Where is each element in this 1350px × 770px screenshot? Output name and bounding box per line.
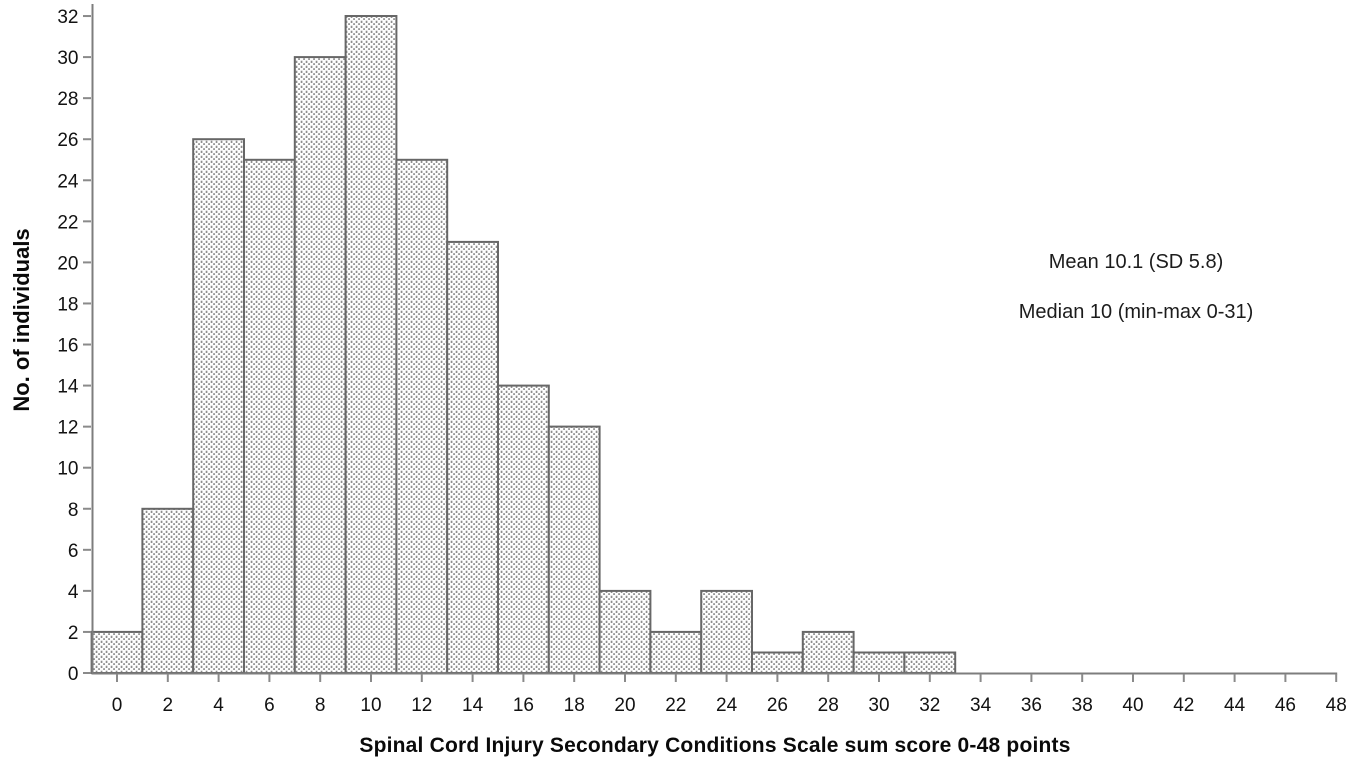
x-tick-label: 28 <box>818 695 839 716</box>
histogram-bar-22 <box>649 630 703 675</box>
histogram-bar-6 <box>243 158 296 675</box>
x-tick-label: 22 <box>665 695 686 716</box>
histogram-bar-14 <box>446 240 500 674</box>
x-tick-label: 6 <box>264 695 275 716</box>
x-tick-label: 30 <box>868 695 889 716</box>
y-tick-label: 28 <box>57 89 78 110</box>
x-tick-label: 38 <box>1072 695 1093 716</box>
x-tick-label: 0 <box>112 695 123 716</box>
y-axis-title: No. of individuals <box>9 228 34 412</box>
histogram-bar-30 <box>852 651 906 674</box>
y-tick-label: 26 <box>57 130 78 151</box>
x-tick-label: 44 <box>1224 695 1246 716</box>
x-tick-label: 26 <box>767 695 788 716</box>
histogram-bar-8 <box>293 56 347 675</box>
y-tick-label: 4 <box>68 582 79 603</box>
x-tick-label: 16 <box>513 695 534 716</box>
x-tick-label: 2 <box>163 695 174 716</box>
x-tick-label: 10 <box>360 695 381 716</box>
histogram-bar-2 <box>141 507 195 674</box>
y-tick-label: 24 <box>57 171 79 192</box>
x-tick-label: 36 <box>1021 695 1042 716</box>
x-tick-label: 4 <box>213 695 224 716</box>
x-tick-label: 32 <box>919 695 940 716</box>
x-tick-label: 40 <box>1122 695 1143 716</box>
histogram-bar-4 <box>192 138 245 674</box>
y-tick-label: 20 <box>57 253 78 274</box>
y-tick-label: 8 <box>68 500 79 521</box>
histogram-bar-12 <box>395 158 449 675</box>
y-tick-label: 32 <box>57 7 78 28</box>
y-tick-label: 2 <box>68 623 79 644</box>
histogram-bar-32 <box>903 651 957 674</box>
histogram-bar-0 <box>90 630 144 675</box>
x-axis-title: Spinal Cord Injury Secondary Conditions … <box>359 734 1071 757</box>
x-tick-label: 20 <box>614 695 635 716</box>
x-tick-label: 18 <box>564 695 585 716</box>
histogram-bar-10 <box>344 15 398 674</box>
histogram-bars <box>90 15 957 675</box>
mean-annotation: Mean 10.1 (SD 5.8) <box>1048 251 1224 273</box>
y-tick-label: 14 <box>57 377 79 398</box>
y-tick-label: 16 <box>57 336 78 357</box>
x-tick-label: 34 <box>970 695 992 716</box>
y-tick-label: 0 <box>68 664 79 685</box>
x-tick-label: 42 <box>1173 695 1194 716</box>
x-axis-ticks: 0 2 4 6 8 10 12 14 16 18 20 22 24 26 28 30 32 34 36 38 40 42 4… <box>112 674 1347 716</box>
histogram-bar-26 <box>751 651 804 674</box>
histogram-bar-28 <box>801 630 855 675</box>
histogram-bar-16 <box>497 384 550 674</box>
stats-annotation: Mean 10.1 (SD 5.8) Median 10 (min-max 0-… <box>986 252 1286 352</box>
y-tick-label: 10 <box>57 459 78 480</box>
y-tick-label: 12 <box>57 418 78 439</box>
median-annotation: Median 10 (min-max 0-31) <box>1018 301 1254 323</box>
histogram-bar-20 <box>598 589 652 675</box>
y-tick-label: 22 <box>57 212 78 233</box>
y-tick-label: 30 <box>57 48 78 69</box>
x-tick-label: 14 <box>462 695 484 716</box>
x-tick-label: 8 <box>315 695 326 716</box>
y-tick-label: 6 <box>68 541 79 562</box>
x-tick-label: 46 <box>1275 695 1296 716</box>
y-tick-label: 18 <box>57 294 78 315</box>
x-tick-label: 48 <box>1326 695 1347 716</box>
x-tick-label: 12 <box>411 695 432 716</box>
histogram-bar-18 <box>547 425 601 674</box>
histogram-bar-24 <box>700 589 754 675</box>
x-tick-label: 24 <box>716 695 738 716</box>
